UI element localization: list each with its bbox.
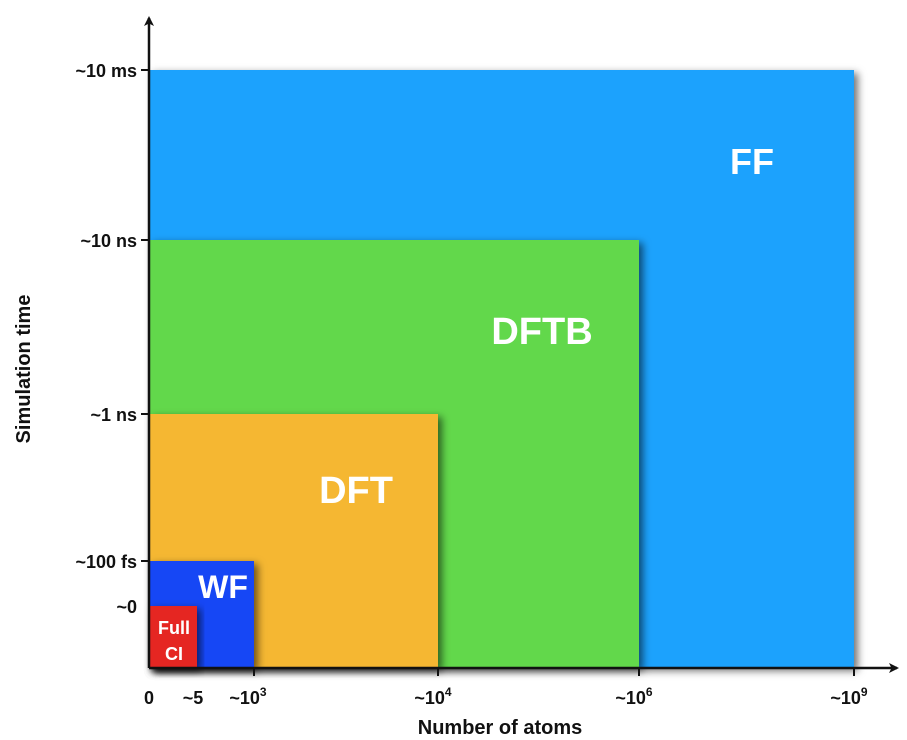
x-tick-label: ~109	[830, 685, 868, 708]
region-ff-label: FF	[730, 141, 774, 182]
region-fullci-label-line2: CI	[165, 644, 183, 664]
x-tick-label: ~104	[414, 685, 452, 708]
x-tick-marks	[253, 668, 855, 676]
region-fullci: Full CI	[149, 606, 197, 668]
region-dft-label: DFT	[319, 470, 393, 512]
region-dftb-label: DFTB	[491, 311, 592, 353]
y-tick-label: ~10 ns	[80, 231, 137, 251]
region-wf-label: WF	[198, 569, 248, 605]
y-tick-label: ~1 ns	[90, 405, 137, 425]
x-axis-title: Number of atoms	[418, 717, 582, 739]
x-tick-label: ~103	[229, 685, 267, 708]
region-fullci-box	[149, 606, 197, 668]
y-tick-marks	[141, 69, 149, 562]
x-tick-label: ~106	[615, 685, 653, 708]
y-tick-label: ~10 ms	[75, 61, 137, 81]
y-tick-label: ~100 fs	[75, 552, 137, 572]
x-tick-label: 0	[144, 688, 154, 708]
y-axis-title: Simulation time	[13, 295, 35, 444]
x-tick-label: ~5	[183, 688, 204, 708]
y-tick-label: ~0	[116, 597, 137, 617]
region-fullci-label-line1: Full	[158, 618, 190, 638]
